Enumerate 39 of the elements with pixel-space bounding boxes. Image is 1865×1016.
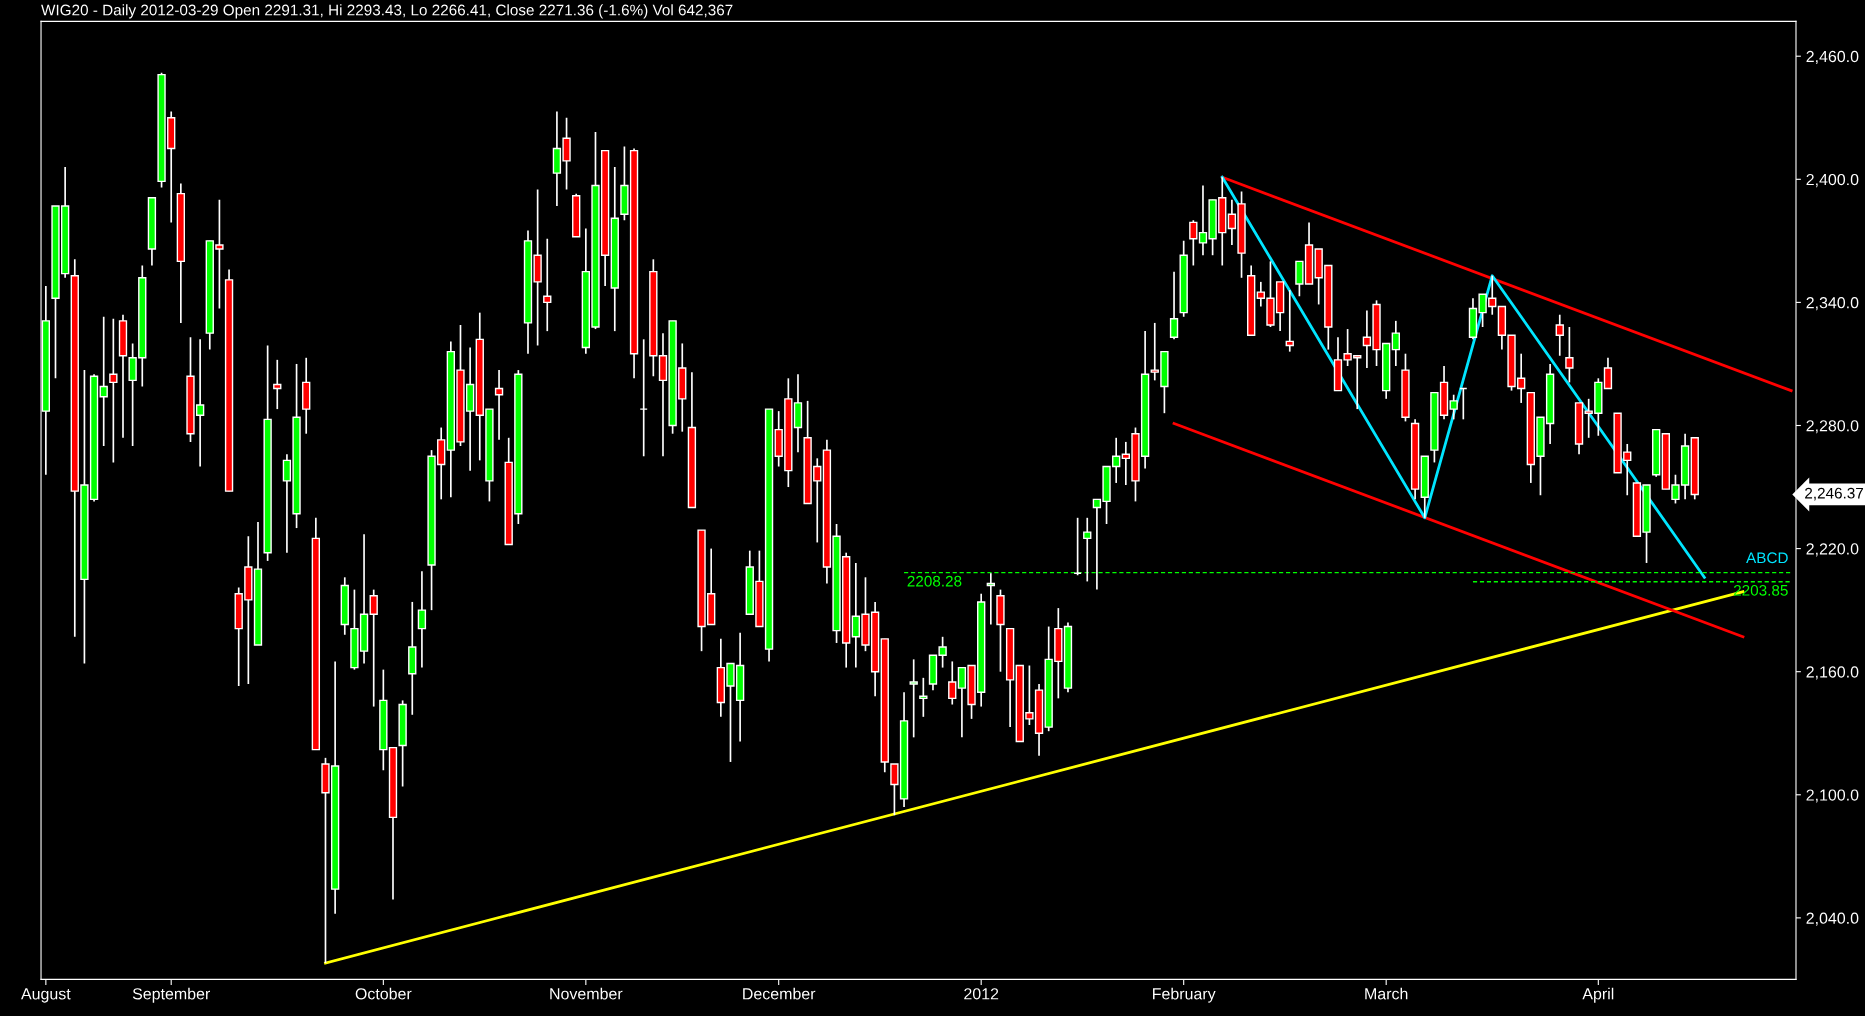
candlestick	[909, 658, 918, 739]
candlestick	[1603, 356, 1613, 390]
text: 2,246.37	[1805, 487, 1864, 501]
x-tick-label: March	[1365, 987, 1408, 1000]
y-tick-label: 2,040.0	[1806, 912, 1859, 926]
candlestick	[1565, 326, 1574, 384]
candlestick	[273, 359, 282, 410]
candlestick	[543, 237, 552, 332]
candlestick	[109, 317, 118, 464]
candlestick	[99, 315, 108, 447]
series-label: 2208.28	[907, 575, 962, 587]
chart-title: WIG20 - Daily 2012-03-29 Open 2291.31, Hi 2293.43, Lo 2266.41, Close 2271.36 (-1.6%) Vol 642,367	[41, 4, 733, 19]
text: ABCD	[1746, 552, 1788, 564]
y-tick-label: 2,280.0	[1806, 420, 1859, 434]
candlestick	[1285, 289, 1294, 353]
candlestick	[369, 588, 378, 708]
x-tick-label: October	[355, 987, 412, 1000]
x-tick-label: 2012	[964, 988, 999, 1000]
y-tick-label: 2,160.0	[1806, 666, 1859, 680]
y-tick-label: 2,220.0	[1806, 543, 1859, 557]
y-tick-label: 2,340.0	[1806, 297, 1859, 311]
candlestick	[494, 369, 504, 441]
candlestick	[1449, 393, 1458, 421]
candlestick	[1555, 313, 1564, 357]
x-tick-label: November	[550, 987, 623, 1000]
candlestick	[1189, 219, 1198, 267]
y-tick-label: 2,460.0	[1806, 50, 1859, 65]
x-tick-label: September	[132, 987, 211, 1003]
y-tick-label: 2,100.0	[1806, 789, 1859, 803]
candlestick	[1391, 320, 1400, 367]
candlestick	[948, 660, 957, 706]
y-tick-label: 2,400.0	[1806, 173, 1859, 188]
x-tick-label: April	[1582, 987, 1614, 1003]
series-label: 2203.85	[1733, 584, 1788, 596]
candlestick	[417, 570, 427, 669]
candlestick	[1169, 270, 1179, 341]
x-tick-label: August	[21, 988, 71, 1003]
x-tick-label: February	[1153, 987, 1216, 1003]
x-tick-label: December	[743, 987, 816, 1000]
